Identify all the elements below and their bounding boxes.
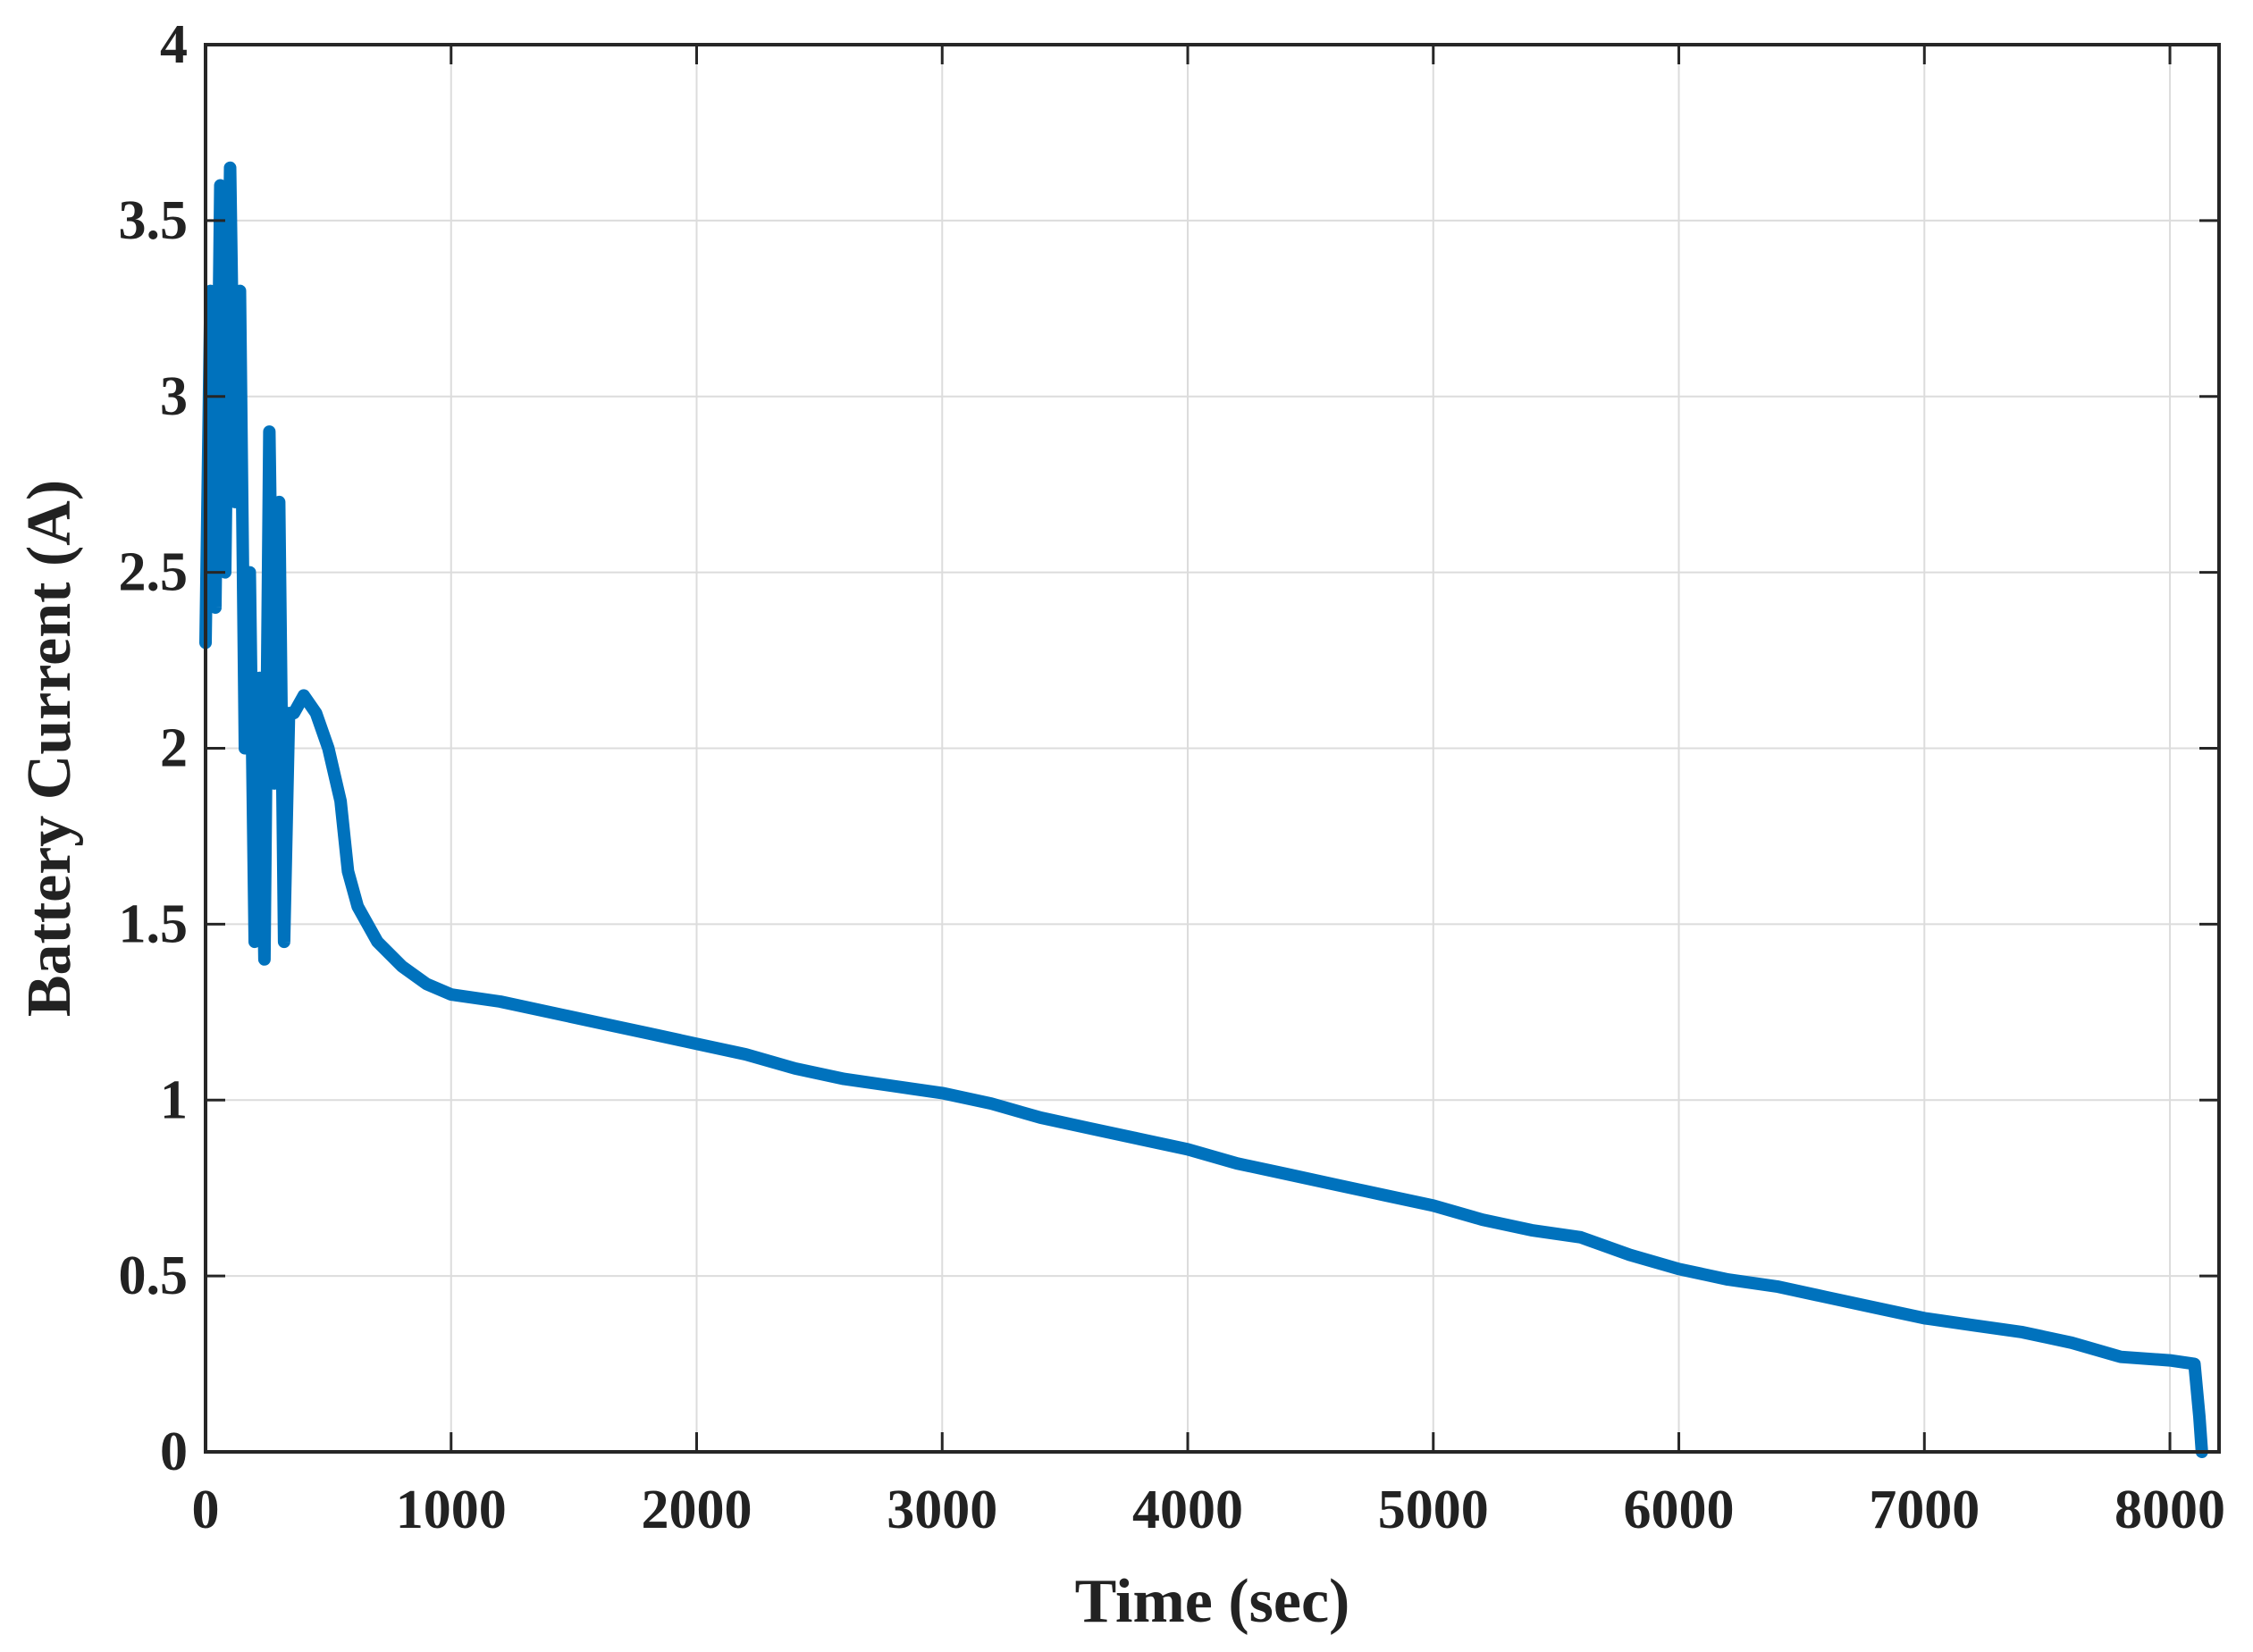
x-tick-label: 8000 (2114, 1480, 2225, 1540)
y-tick-label: 2.5 (119, 542, 189, 603)
x-tick-label: 7000 (1869, 1480, 1980, 1540)
x-tick-label: 5000 (1378, 1480, 1489, 1540)
y-tick-label: 1 (160, 1069, 188, 1130)
x-tick-label: 2000 (642, 1480, 752, 1540)
x-tick-label: 1000 (396, 1480, 507, 1540)
y-tick-label: 3.5 (119, 190, 189, 251)
x-tick-label: 3000 (887, 1480, 997, 1540)
y-tick-label: 1.5 (119, 893, 189, 954)
y-tick-label: 3 (160, 366, 188, 427)
y-axis-label: Battery Current (A) (15, 480, 84, 1017)
grid-lines (205, 44, 2219, 1453)
tick-labels: 0 1000 2000 3000 4000 5000 6000 7000 8000 0 0.5 1 1.… (119, 14, 2226, 1540)
y-tick-label: 0 (160, 1421, 188, 1482)
x-axis-label: Time (sec) (1075, 1567, 1350, 1636)
axis-ticks (204, 43, 2219, 1454)
y-tick-label: 4 (160, 14, 188, 75)
x-tick-label: 0 (192, 1480, 220, 1540)
y-tick-label: 0.5 (119, 1245, 189, 1306)
series-line (199, 161, 2208, 1458)
y-tick-label: 2 (160, 718, 188, 779)
x-tick-label: 4000 (1132, 1480, 1243, 1540)
x-tick-label: 6000 (1624, 1480, 1735, 1540)
